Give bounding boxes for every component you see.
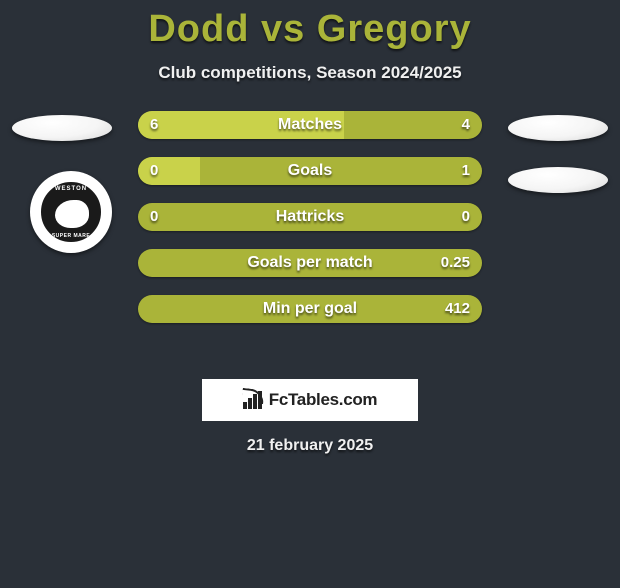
stat-label: Hattricks [138, 203, 482, 231]
player-right-ellipse-1 [508, 115, 608, 141]
stat-row-goals: 0 Goals 1 [138, 157, 482, 185]
page-title: Dodd vs Gregory [0, 8, 620, 51]
stat-label: Matches [138, 111, 482, 139]
player-left-ellipse-1 [12, 115, 112, 141]
stat-label: Goals [138, 157, 482, 185]
badge-text-top: WESTON [41, 186, 101, 192]
brand-link[interactable]: FcTables.com [202, 379, 418, 421]
player-right-ellipse-2 [508, 167, 608, 193]
stat-right-value: 1 [462, 157, 470, 185]
stat-row-min-per-goal: Min per goal 412 [138, 295, 482, 323]
stat-right-value: 412 [445, 295, 470, 323]
stat-row-matches: 6 Matches 4 [138, 111, 482, 139]
brand-text: FcTables.com [269, 390, 378, 410]
club-badge-inner: WESTON SUPER MARE [38, 179, 104, 245]
badge-bird-icon [55, 200, 89, 228]
stat-row-goals-per-match: Goals per match 0.25 [138, 249, 482, 277]
date-label: 21 february 2025 [0, 437, 620, 455]
stat-right-value: 0.25 [441, 249, 470, 277]
comparison-stage: WESTON SUPER MARE 6 Matches 4 0 Goals 1 … [0, 111, 620, 361]
club-badge: WESTON SUPER MARE [30, 171, 112, 253]
fctables-logo-icon [243, 391, 265, 409]
stat-label: Goals per match [138, 249, 482, 277]
badge-text-mid: SUPER MARE [41, 233, 101, 239]
stat-row-hattricks: 0 Hattricks 0 [138, 203, 482, 231]
stats-bars: 6 Matches 4 0 Goals 1 0 Hattricks 0 Goal… [138, 111, 482, 341]
subtitle: Club competitions, Season 2024/2025 [0, 63, 620, 83]
stat-right-value: 4 [462, 111, 470, 139]
stat-label: Min per goal [138, 295, 482, 323]
stat-right-value: 0 [462, 203, 470, 231]
